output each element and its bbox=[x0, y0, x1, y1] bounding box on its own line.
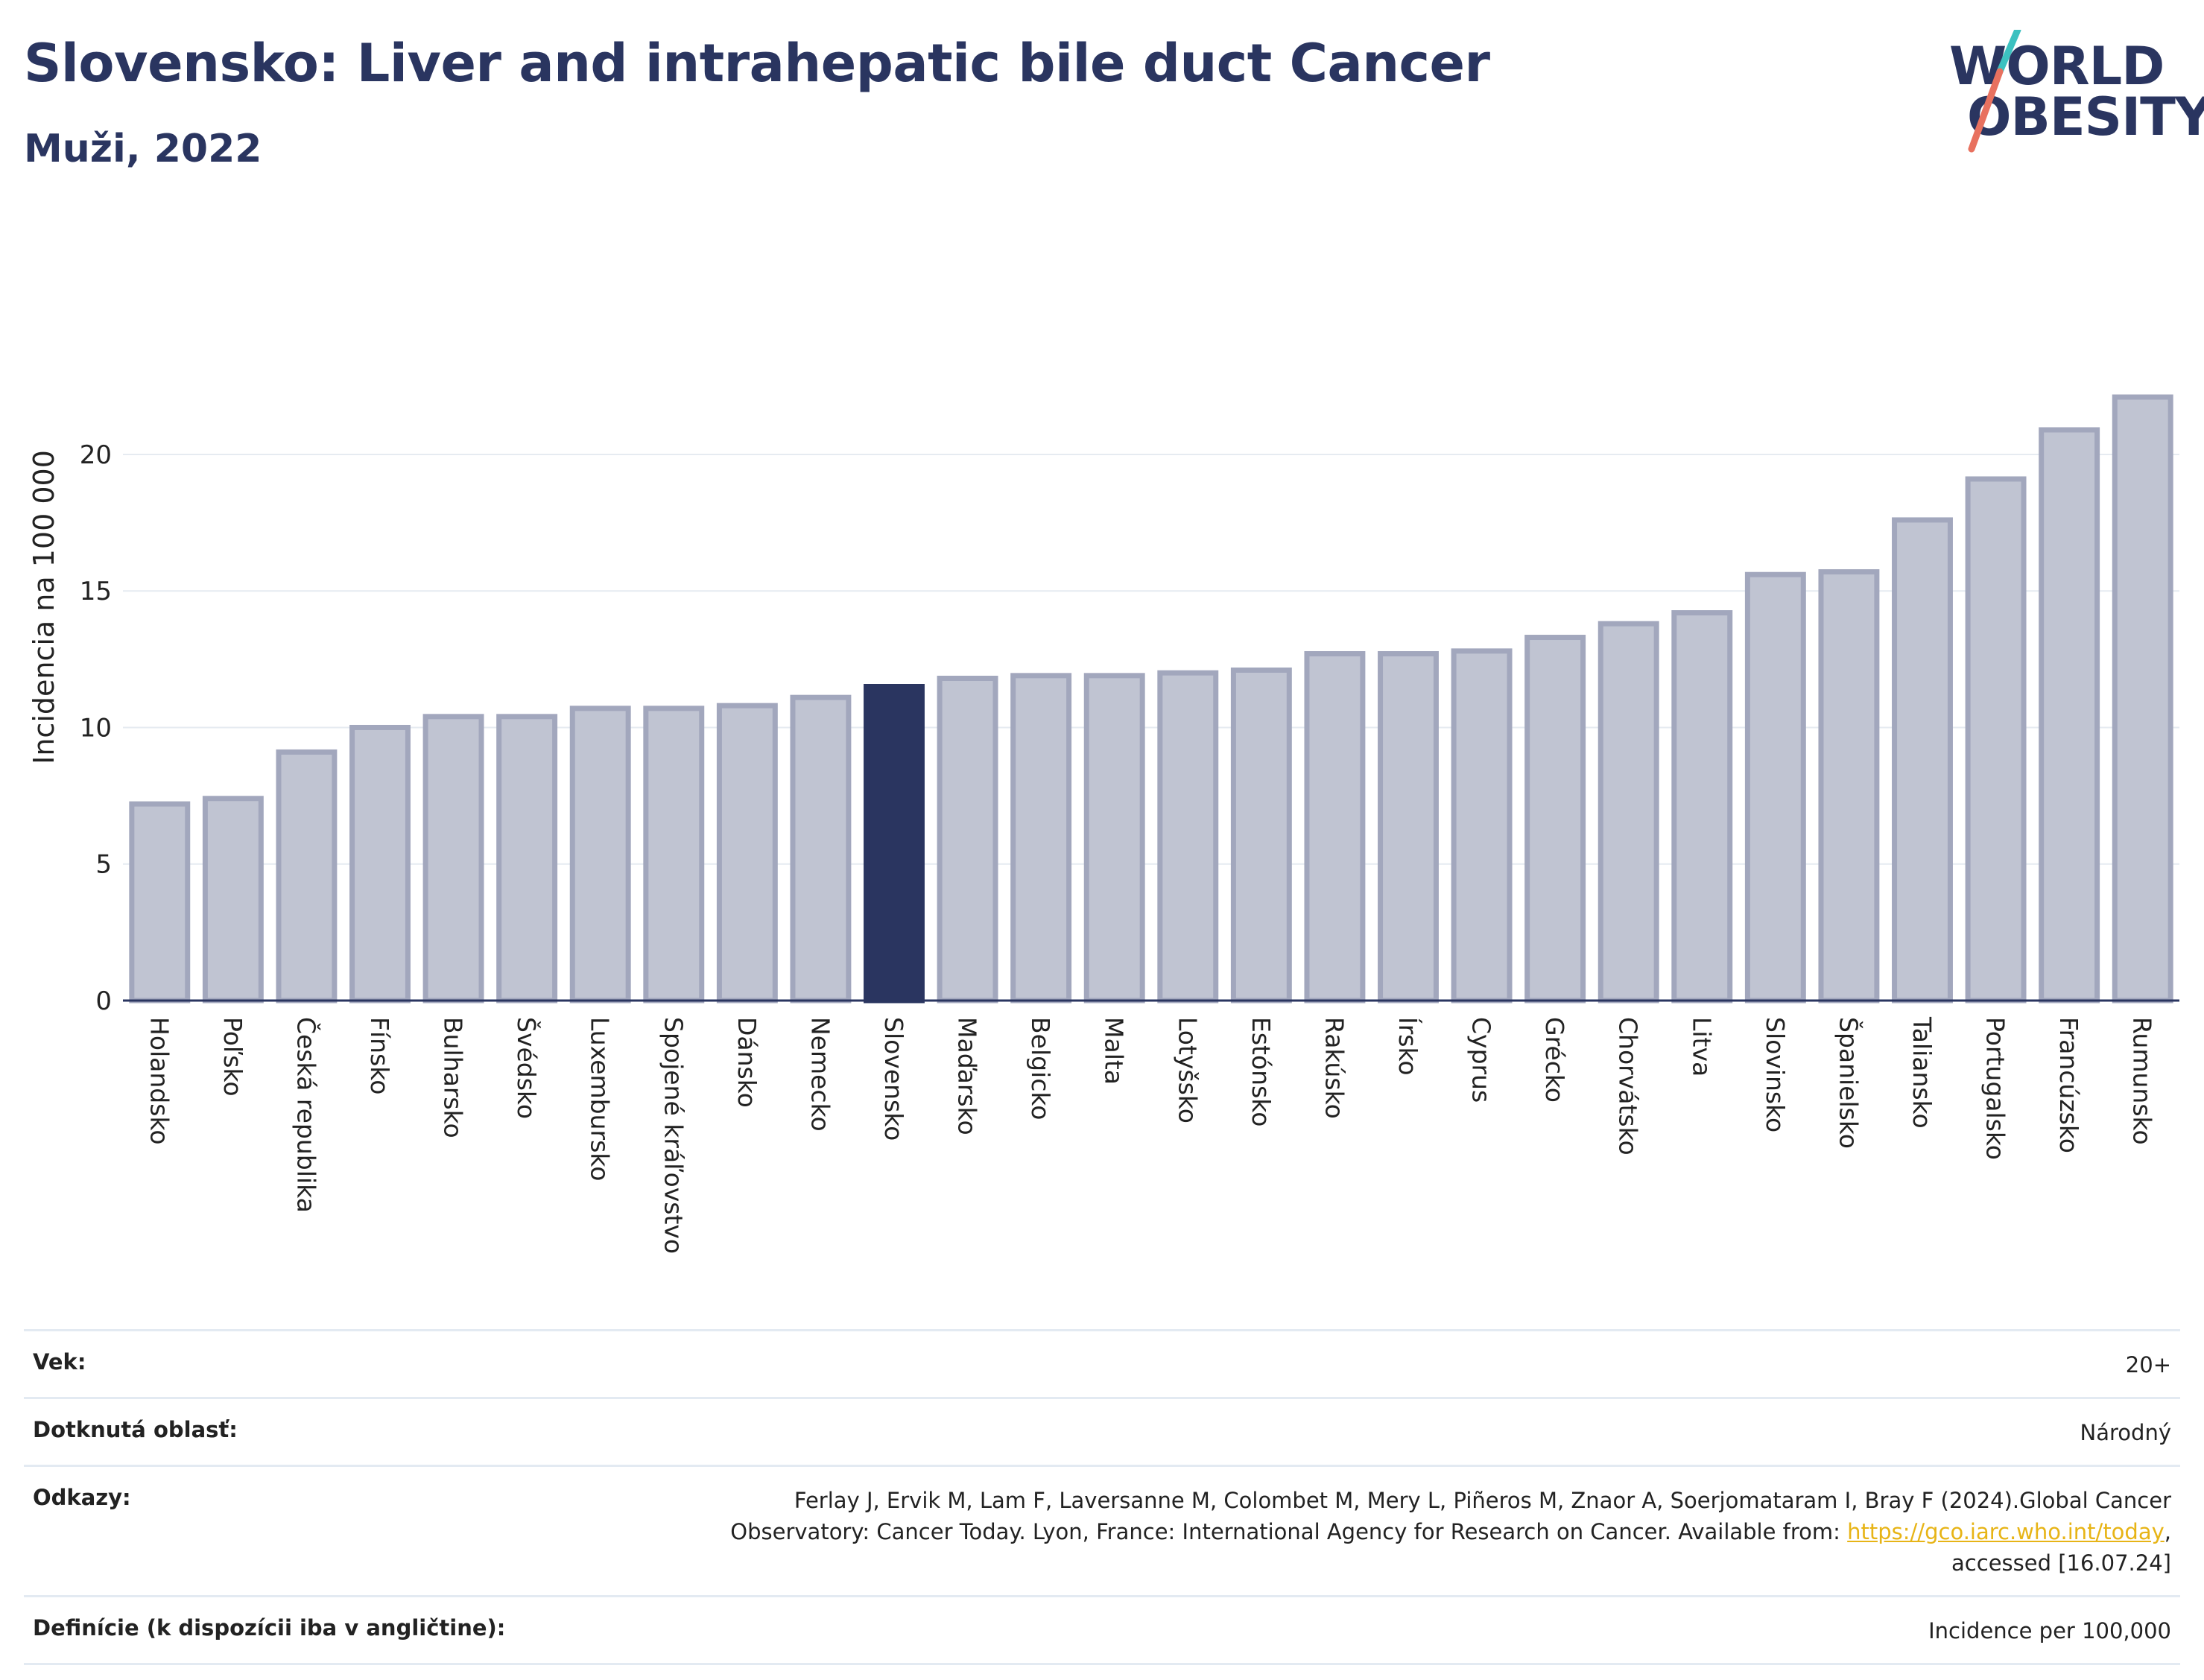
bar-14[interactable] bbox=[1157, 670, 1219, 1004]
bar-21[interactable] bbox=[1671, 610, 1733, 1004]
bar-7[interactable] bbox=[643, 706, 705, 1004]
bar-12[interactable] bbox=[1010, 673, 1072, 1004]
x-tick-label: Belgicko bbox=[1026, 1017, 1055, 1120]
x-tick-label: Chorvátsko bbox=[1614, 1017, 1643, 1156]
bar-chart: 0 5 10 15 20 Incidencia na 100 000 Holandsko P… bbox=[28, 394, 2179, 1254]
y-tick-label: 0 bbox=[95, 986, 112, 1016]
bar-2[interactable] bbox=[276, 749, 338, 1004]
age-label: Vek: bbox=[33, 1349, 86, 1375]
x-tick-label: Luxembursko bbox=[586, 1017, 615, 1181]
references-label: Odkazy: bbox=[33, 1485, 131, 1511]
x-tick-label: Francúzsko bbox=[2054, 1017, 2083, 1153]
x-tick-label: Poľsko bbox=[218, 1017, 247, 1097]
bar-20[interactable] bbox=[1597, 621, 1659, 1004]
x-tick-label: Estónsko bbox=[1247, 1017, 1276, 1126]
bar-9[interactable] bbox=[790, 694, 852, 1004]
x-tick-label: Dánsko bbox=[732, 1017, 761, 1108]
x-tick-label: Írsko bbox=[1393, 1017, 1423, 1076]
world-obesity-logo[interactable]: WORLD OBESITY bbox=[1937, 30, 2204, 156]
metadata-table: Vek: 20+ Dotknutá oblasť: Národný Odkazy… bbox=[24, 1329, 2180, 1666]
y-axis-title: Incidencia na 100 000 bbox=[28, 450, 60, 764]
x-tick-label: Bulharsko bbox=[439, 1017, 468, 1138]
bars bbox=[123, 394, 2179, 1004]
page-subtitle: Muži, 2022 bbox=[24, 127, 262, 171]
x-tick-label: Slovinsko bbox=[1761, 1017, 1790, 1132]
definitions-label: Definície (k dispozícii iba v angličtine… bbox=[33, 1615, 506, 1641]
x-tick-label: Spojené kráľovstvo bbox=[659, 1017, 688, 1254]
x-tick-label: Cyprus bbox=[1467, 1017, 1496, 1103]
y-tick-label: 10 bbox=[80, 713, 112, 743]
meta-row-references: Odkazy: Ferlay J, Ervik M, Lam F, Lavers… bbox=[24, 1465, 2180, 1595]
area-value: Národný bbox=[2080, 1420, 2171, 1446]
bar-19[interactable] bbox=[1524, 635, 1586, 1004]
x-tick-label: Holandsko bbox=[145, 1017, 174, 1145]
x-tick-label: Grécko bbox=[1540, 1017, 1569, 1103]
bar-8[interactable] bbox=[716, 703, 778, 1004]
bar-6[interactable] bbox=[569, 706, 631, 1004]
bar-13[interactable] bbox=[1083, 673, 1145, 1004]
x-tick-label: Litva bbox=[1687, 1017, 1716, 1077]
y-tick-labels: 0 5 10 15 20 Incidencia na 100 000 bbox=[28, 440, 112, 1016]
x-tick-label: Malta bbox=[1100, 1017, 1129, 1085]
bar-5[interactable] bbox=[496, 714, 558, 1004]
bar-16[interactable] bbox=[1304, 651, 1366, 1004]
bar-0[interactable] bbox=[129, 801, 191, 1004]
bar-26[interactable] bbox=[2039, 427, 2100, 1004]
bar-1[interactable] bbox=[202, 796, 264, 1004]
page-title: Slovensko: Liver and intrahepatic bile d… bbox=[24, 33, 1490, 94]
bar-15[interactable] bbox=[1230, 668, 1292, 1004]
references-line-3: accessed [16.07.24] bbox=[1951, 1550, 2171, 1576]
bar-23[interactable] bbox=[1818, 569, 1880, 1004]
bar-25[interactable] bbox=[1965, 476, 2027, 1004]
references-value: Ferlay J, Ervik M, Lam F, Laversanne M, … bbox=[730, 1485, 2171, 1579]
meta-row-age: Vek: 20+ bbox=[24, 1329, 2180, 1397]
age-value: 20+ bbox=[2125, 1352, 2171, 1378]
logo-slash-icon bbox=[1968, 30, 2021, 153]
bar-24[interactable] bbox=[1892, 517, 1953, 1004]
references-comma: , bbox=[2164, 1519, 2171, 1545]
x-tick-label: Portugalsko bbox=[1981, 1017, 2010, 1160]
references-line-2: Observatory: Cancer Today. Lyon, France:… bbox=[730, 1519, 1840, 1545]
x-tick-label: Taliansko bbox=[1907, 1016, 1937, 1129]
bar-17[interactable] bbox=[1378, 651, 1439, 1004]
x-tick-label: Španielsko bbox=[1834, 1017, 1863, 1149]
bar-3[interactable] bbox=[349, 724, 411, 1004]
references-line-1: Ferlay J, Ervik M, Lam F, Laversanne M, … bbox=[794, 1488, 2171, 1514]
bar-27[interactable] bbox=[2112, 394, 2173, 1004]
bar-10[interactable] bbox=[864, 684, 925, 1004]
meta-row-definitions: Definície (k dispozícii iba v angličtine… bbox=[24, 1595, 2180, 1666]
bar-18[interactable] bbox=[1451, 648, 1513, 1004]
x-tick-labels: Holandsko Poľsko Česká republika Fínsko Bulh… bbox=[145, 1016, 2156, 1254]
x-tick-label: Fínsko bbox=[365, 1017, 394, 1094]
area-label: Dotknutá oblasť: bbox=[33, 1417, 238, 1443]
bar-11[interactable] bbox=[937, 676, 998, 1004]
x-tick-label: Slovensko bbox=[879, 1017, 908, 1141]
x-tick-label: Rumunsko bbox=[2128, 1017, 2157, 1145]
y-tick-label: 5 bbox=[95, 850, 112, 880]
x-tick-label: Česká republika bbox=[291, 1017, 321, 1213]
references-link[interactable]: https://gco.iarc.who.int/today bbox=[1847, 1519, 2165, 1545]
y-tick-label: 15 bbox=[80, 577, 112, 606]
logo-line-world: WORLD bbox=[1949, 36, 2165, 97]
logo-line-obesity: OBESITY bbox=[1967, 86, 2204, 148]
x-tick-label: Maďarsko bbox=[953, 1017, 982, 1135]
meta-row-area: Dotknutá oblasť: Národný bbox=[24, 1397, 2180, 1465]
x-tick-label: Švédsko bbox=[512, 1017, 542, 1119]
bar-4[interactable] bbox=[422, 714, 484, 1004]
bar-22[interactable] bbox=[1744, 571, 1806, 1004]
definitions-value: Incidence per 100,000 bbox=[1928, 1618, 2171, 1644]
x-tick-label: Rakúsko bbox=[1320, 1017, 1349, 1119]
y-tick-label: 20 bbox=[80, 440, 112, 470]
x-tick-label: Nemecko bbox=[805, 1017, 835, 1132]
x-tick-label: Lotyšsko bbox=[1173, 1017, 1202, 1123]
